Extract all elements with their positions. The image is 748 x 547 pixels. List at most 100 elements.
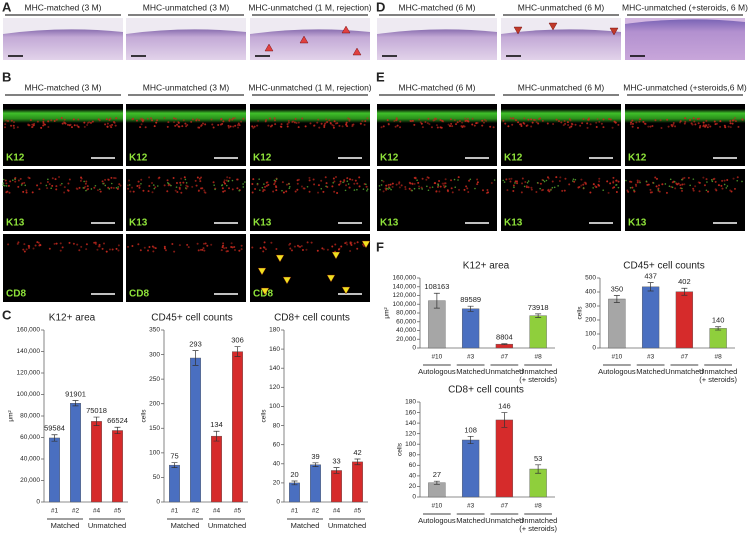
nucleus xyxy=(705,119,708,122)
nucleus xyxy=(726,179,729,182)
nucleus xyxy=(348,119,351,122)
y-tick-label: 60 xyxy=(273,441,281,448)
nucleus xyxy=(506,189,509,192)
nucleus xyxy=(85,243,88,246)
k13-signal xyxy=(387,188,389,190)
nucleus xyxy=(198,126,201,129)
nucleus xyxy=(226,176,229,179)
bar xyxy=(331,470,342,503)
k13-signal xyxy=(671,186,674,189)
nucleus xyxy=(280,125,283,128)
stain-label: K13 xyxy=(628,218,647,229)
group-label-box: Unmatched xyxy=(88,522,126,530)
nucleus xyxy=(127,184,130,187)
k13-signal xyxy=(527,180,530,182)
k13-signal xyxy=(615,184,618,186)
nucleus xyxy=(127,187,130,190)
nucleus xyxy=(558,179,561,182)
nucleus xyxy=(273,117,276,120)
nucleus xyxy=(297,121,300,124)
nucleus xyxy=(187,246,190,249)
k13-signal xyxy=(692,178,695,180)
column-header: MHC-unmatched (3 M) xyxy=(143,82,230,92)
nucleus xyxy=(118,183,121,186)
nucleus xyxy=(600,122,603,125)
nucleus xyxy=(196,242,199,245)
nucleus xyxy=(430,126,433,129)
nucleus xyxy=(290,249,293,252)
nucleus xyxy=(339,180,342,183)
k13-signal xyxy=(214,188,216,191)
k13-signal xyxy=(104,184,107,187)
nucleus xyxy=(181,125,184,128)
nucleus xyxy=(27,176,30,179)
error-bar xyxy=(51,434,58,442)
x-tick-label: #5 xyxy=(234,508,242,515)
nucleus xyxy=(661,183,664,186)
nucleus xyxy=(715,122,718,125)
nucleus xyxy=(692,187,695,190)
group-label-box: Unmatched xyxy=(208,522,246,530)
nucleus xyxy=(450,187,453,190)
nucleus xyxy=(313,124,316,127)
nucleus xyxy=(520,191,523,194)
k13-signal xyxy=(115,187,118,189)
y-tick-label: 140,000 xyxy=(17,348,41,355)
y-tick-label: 0 xyxy=(412,345,416,352)
k13-signal xyxy=(736,179,739,182)
k13-signal xyxy=(557,185,559,187)
nucleus xyxy=(47,120,50,123)
nucleus xyxy=(256,124,259,127)
nucleus xyxy=(720,184,723,187)
nucleus xyxy=(683,183,686,186)
nucleus xyxy=(672,123,675,126)
nucleus xyxy=(221,122,224,125)
nucleus xyxy=(439,185,442,188)
x-tick-label: #3 xyxy=(467,503,475,510)
nucleus xyxy=(568,126,571,129)
nucleus xyxy=(78,186,81,189)
group-label: Autologous xyxy=(418,368,456,376)
nucleus xyxy=(322,248,325,251)
x-tick-label: #1 xyxy=(291,508,299,515)
nucleus xyxy=(137,180,140,183)
nucleus xyxy=(69,123,72,126)
nucleus xyxy=(702,121,705,124)
value-label: 350 xyxy=(611,284,624,293)
y-tick-label: 140 xyxy=(405,420,416,427)
nucleus xyxy=(106,125,109,128)
nucleus xyxy=(698,126,701,129)
nucleus xyxy=(179,181,182,184)
nucleus xyxy=(698,190,701,193)
nucleus xyxy=(199,180,202,183)
nucleus xyxy=(183,176,186,179)
k12-signal xyxy=(377,109,497,123)
nucleus xyxy=(21,182,24,185)
nucleus xyxy=(228,118,231,121)
nucleus xyxy=(59,184,62,187)
k13-signal xyxy=(281,189,283,192)
arrowhead xyxy=(513,26,523,35)
k13-signal xyxy=(94,184,97,187)
nucleus xyxy=(148,185,151,188)
nucleus xyxy=(107,178,110,181)
nucleus xyxy=(476,121,479,124)
nucleus xyxy=(580,178,583,181)
nucleus xyxy=(144,126,147,129)
nucleus xyxy=(191,118,194,121)
nucleus xyxy=(612,176,615,179)
panel-label: F xyxy=(376,239,384,254)
nucleus xyxy=(132,117,135,120)
nucleus xyxy=(324,176,327,179)
bar xyxy=(112,430,123,503)
nucleus xyxy=(346,177,349,180)
value-label: 75018 xyxy=(86,406,107,415)
nucleus xyxy=(302,187,305,190)
nucleus xyxy=(350,244,353,247)
nucleus xyxy=(147,249,150,252)
nucleus xyxy=(163,247,166,250)
arrowhead xyxy=(548,22,558,31)
nucleus xyxy=(163,245,166,248)
k13-signal xyxy=(110,182,113,185)
bar xyxy=(461,308,480,349)
